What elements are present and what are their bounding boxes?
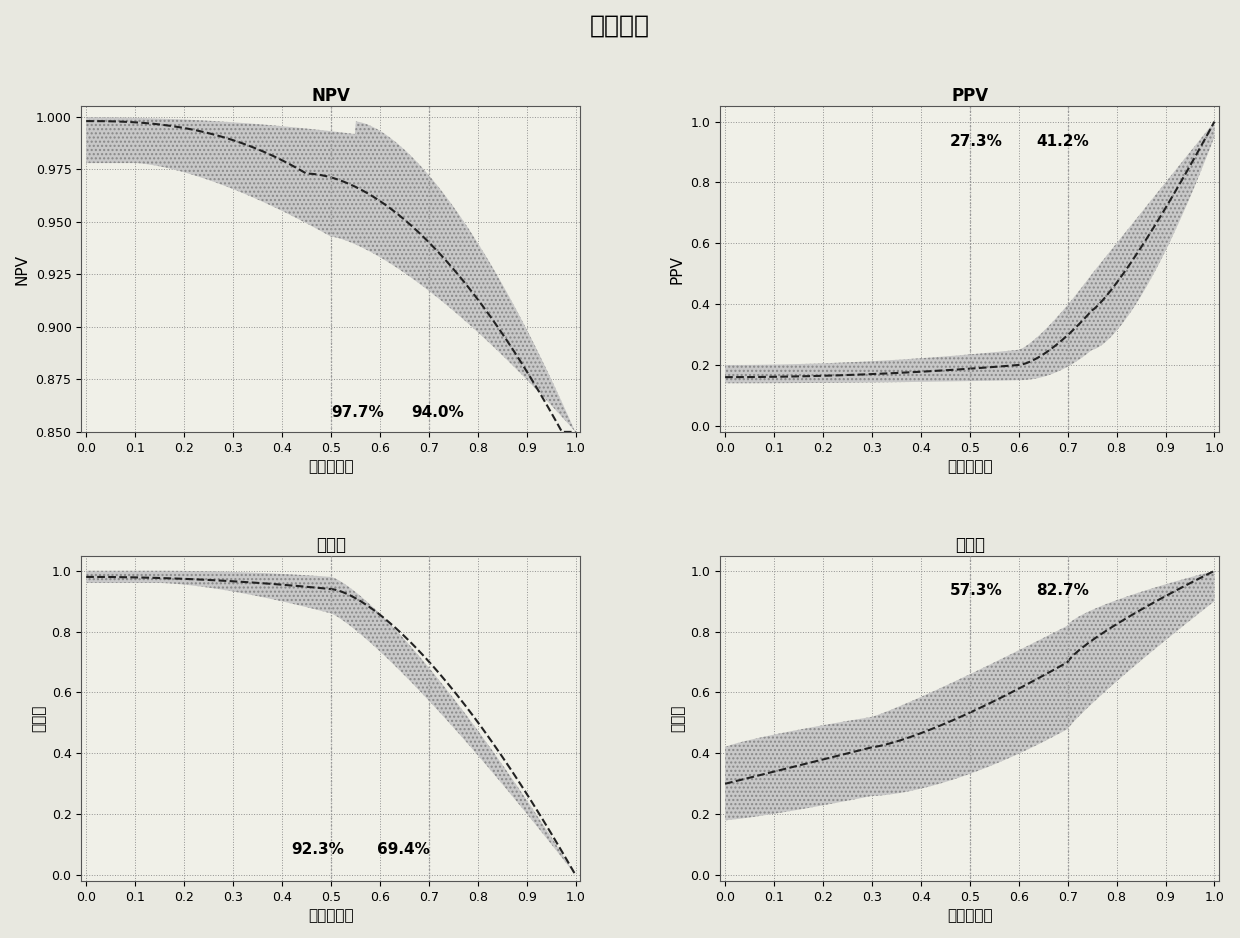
Title: PPV: PPV: [951, 87, 988, 105]
Title: 灵敏性: 灵敏性: [316, 536, 346, 554]
Y-axis label: 灵敏性: 灵敏性: [31, 704, 46, 732]
Text: 82.7%: 82.7%: [1035, 583, 1089, 598]
Y-axis label: PPV: PPV: [670, 255, 684, 283]
Y-axis label: NPV: NPV: [15, 253, 30, 284]
Text: 92.3%: 92.3%: [291, 841, 345, 856]
Text: 97.7%: 97.7%: [331, 405, 383, 420]
Text: 27.3%: 27.3%: [950, 134, 1003, 149]
Text: 69.4%: 69.4%: [377, 841, 430, 856]
X-axis label: 群体分位数: 群体分位数: [947, 908, 992, 923]
X-axis label: 群体分位数: 群体分位数: [308, 459, 353, 474]
Text: 57.3%: 57.3%: [950, 583, 1003, 598]
Text: 41.2%: 41.2%: [1035, 134, 1089, 149]
X-axis label: 群体分位数: 群体分位数: [308, 908, 353, 923]
X-axis label: 群体分位数: 群体分位数: [947, 459, 992, 474]
Text: 任何复发: 任何复发: [590, 14, 650, 38]
Y-axis label: 特异性: 特异性: [670, 704, 684, 732]
Text: 94.0%: 94.0%: [412, 405, 464, 420]
Title: NPV: NPV: [311, 87, 350, 105]
Title: 特异性: 特异性: [955, 536, 985, 554]
